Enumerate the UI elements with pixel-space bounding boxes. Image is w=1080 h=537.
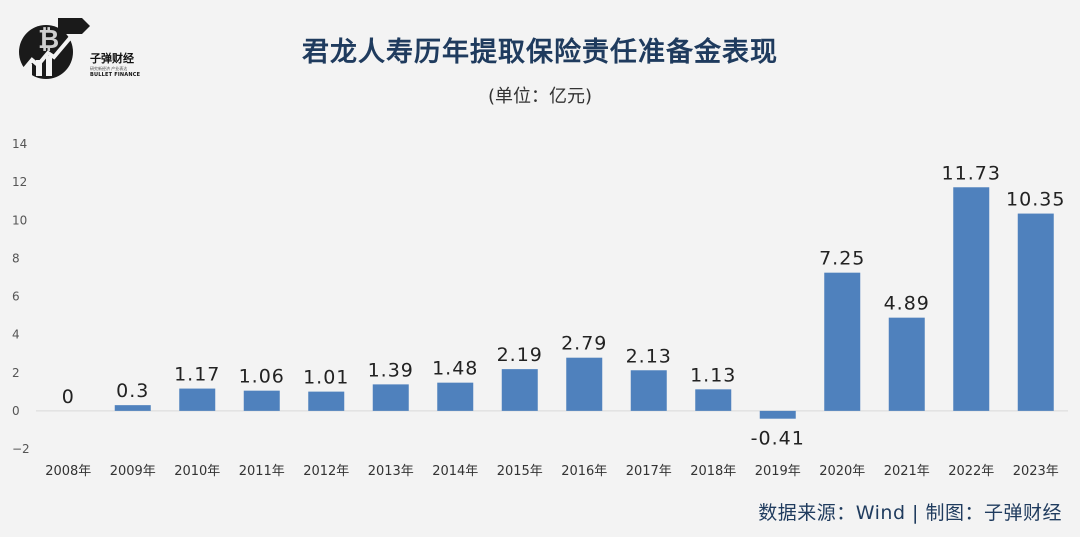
x-tick-label: 2009年: [110, 464, 156, 479]
x-tick-label: 2020年: [819, 464, 865, 479]
x-tick-label: 2008年: [45, 464, 91, 479]
bar: [372, 384, 409, 411]
bar: [501, 369, 538, 411]
chart-title: 君龙人寿历年提取保险责任准备金表现: [302, 37, 778, 68]
svg-text:₿: ₿: [38, 25, 59, 55]
x-tick-label: 2023年: [1013, 464, 1059, 479]
data-label: 10.35: [1006, 189, 1065, 211]
y-tick-label: 4: [12, 328, 20, 342]
x-tick-label: 2017年: [626, 464, 672, 479]
data-label: 1.06: [239, 366, 285, 388]
x-tick-label: 2014年: [432, 464, 478, 479]
bar: [566, 357, 603, 411]
x-tick-label: 2015年: [497, 464, 543, 479]
y-tick-label: 6: [12, 290, 20, 304]
y-tick-label: 14: [12, 137, 27, 151]
bar: [179, 388, 216, 411]
data-label: -0.41: [751, 428, 805, 450]
bar: [824, 272, 861, 411]
logo-name: 子弹财经: [90, 52, 134, 65]
data-label: 1.13: [690, 364, 736, 386]
chart-subtitle: (单位：亿元): [487, 86, 593, 107]
data-label: 0: [62, 386, 75, 408]
x-tick-label: 2022年: [948, 464, 994, 479]
x-tick-label: 2021年: [884, 464, 930, 479]
bar: [114, 405, 151, 411]
data-label: 2.79: [561, 333, 607, 355]
data-label: 11.73: [942, 162, 1001, 184]
bar: [953, 187, 990, 411]
bar: [1017, 213, 1054, 411]
bar: [630, 370, 667, 411]
source-note: 数据来源：Wind | 制图：子弹财经: [758, 502, 1062, 524]
data-label: 2.13: [626, 345, 672, 367]
logo-mark-icon: ₿: [19, 18, 90, 79]
y-tick-label: 8: [12, 251, 20, 265]
data-label: 0.3: [116, 380, 149, 402]
data-label: 1.39: [368, 359, 414, 381]
x-tick-label: 2019年: [755, 464, 801, 479]
y-tick-label: 0: [12, 404, 20, 418]
y-tick-label: 12: [12, 175, 27, 189]
bar: [308, 391, 345, 411]
bar: [243, 390, 280, 411]
y-tick-label: −2: [12, 442, 30, 456]
data-label: 1.17: [174, 364, 220, 386]
logo-subtitle: 研究新经济 产业表达: [90, 66, 128, 71]
data-label: 1.48: [432, 358, 478, 380]
bar: [759, 410, 796, 419]
data-label: 2.19: [497, 344, 543, 366]
x-tick-label: 2012年: [303, 464, 349, 479]
bullet-finance-logo: ₿ 子弹财经 研究新经济 产业表达 BULLET FINANCE: [12, 10, 141, 82]
data-label: 1.01: [303, 367, 349, 389]
x-tick-label: 2011年: [239, 464, 285, 479]
bar: [695, 389, 732, 411]
data-label: 4.89: [884, 293, 930, 315]
x-tick-label: 2010年: [174, 464, 220, 479]
y-tick-label: 10: [12, 213, 27, 227]
y-tick-label: 2: [12, 366, 20, 380]
x-tick-label: 2013年: [368, 464, 414, 479]
bar: [888, 317, 925, 411]
x-tick-label: 2018年: [690, 464, 736, 479]
logo-english: BULLET FINANCE: [90, 72, 141, 78]
data-label: 7.25: [819, 248, 865, 270]
x-tick-label: 2016年: [561, 464, 607, 479]
bar: [437, 382, 474, 411]
